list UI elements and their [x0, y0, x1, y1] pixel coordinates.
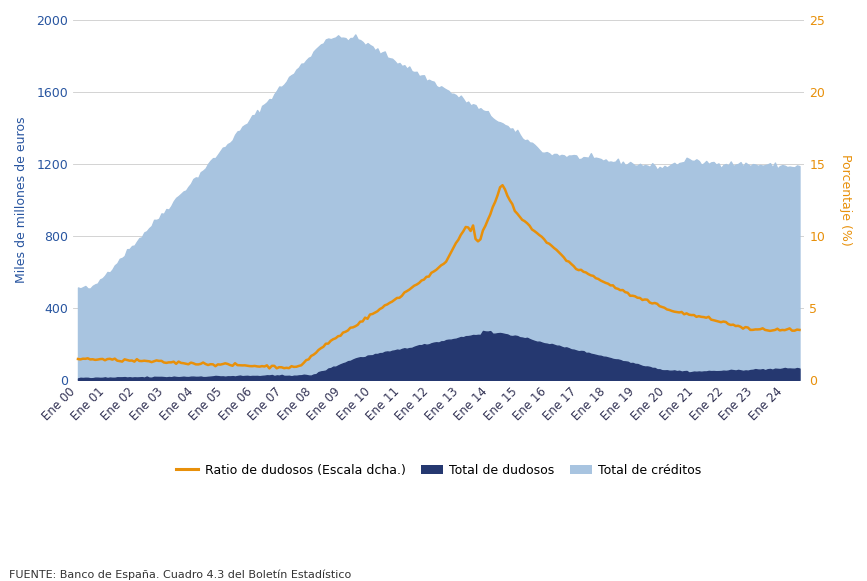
Y-axis label: Porcentaje (%): Porcentaje (%): [839, 154, 852, 246]
Legend: Ratio de dudosos (Escala dcha.), Total de dudosos, Total de créditos: Ratio de dudosos (Escala dcha.), Total d…: [171, 458, 707, 482]
Text: FUENTE: Banco de España. Cuadro 4.3 del Boletín Estadístico: FUENTE: Banco de España. Cuadro 4.3 del …: [9, 569, 351, 580]
Y-axis label: Miles de millones de euros: Miles de millones de euros: [15, 117, 28, 283]
